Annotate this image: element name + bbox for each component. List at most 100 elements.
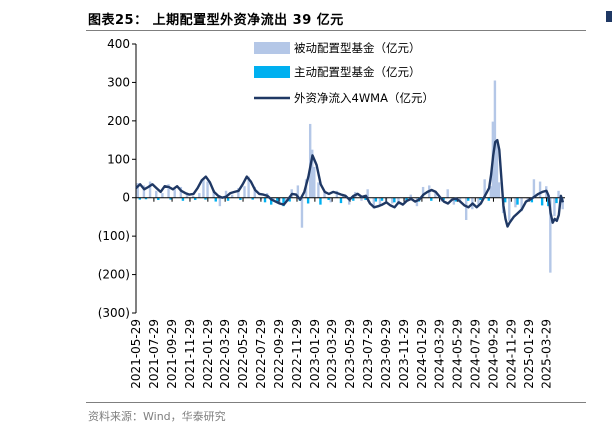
x-tick-label: 2021-09-29 (165, 319, 179, 389)
passive-fund-bar (360, 197, 363, 201)
passive-fund-bar (335, 190, 339, 198)
passive-fund-bar (167, 184, 170, 198)
active-fund-bar (194, 197, 197, 201)
passive-fund-bar (477, 197, 480, 205)
passive-fund-bar (185, 194, 189, 198)
active-fund-bar (555, 197, 558, 204)
edge-mark (606, 11, 612, 22)
legend-swatch-passive (254, 42, 290, 54)
passive-fund-bar (549, 197, 552, 273)
passive-fund-bar (253, 186, 256, 198)
passive-fund-bar (489, 186, 493, 198)
x-tick-label: 2023-01-29 (308, 319, 322, 389)
legend-label-passive: 被动配置型基金（亿元） (294, 41, 421, 55)
passive-fund-bar (218, 197, 222, 207)
title-rule (86, 30, 586, 31)
active-fund-bar (226, 197, 230, 201)
y-tick-label: (200) (98, 268, 130, 282)
passive-fund-bar (561, 197, 564, 210)
active-fund-bar (479, 197, 482, 201)
active-fund-bar (503, 197, 507, 203)
chart-title: 图表25： 上期配置型外资净流出 39 亿元 (88, 13, 344, 28)
active-fund-bar (282, 197, 285, 207)
passive-fund-bar (179, 186, 183, 198)
passive-fund-bar (202, 178, 205, 198)
passive-fund-bar (142, 185, 146, 198)
passive-fund-bar (497, 182, 501, 198)
x-tick-label: 2023-09-29 (379, 319, 393, 389)
y-tick-label: 400 (107, 37, 130, 51)
active-fund-bar (405, 197, 408, 201)
passive-fund-bar (317, 182, 320, 198)
active-fund-bar (251, 197, 254, 200)
passive-fund-bar (237, 188, 240, 198)
passive-fund-bar (161, 193, 164, 198)
y-tick-label: 300 (107, 75, 130, 89)
active-fund-bar (352, 197, 355, 201)
active-fund-bar (442, 197, 445, 201)
passive-fund-bar (452, 197, 456, 205)
active-fund-bar (276, 197, 279, 203)
x-tick-label: 2022-09-29 (272, 319, 286, 389)
passive-fund-bar (313, 166, 316, 198)
y-tick-label: (100) (98, 229, 130, 243)
active-fund-bar (214, 197, 217, 202)
y-tick-label: 0 (122, 191, 130, 205)
x-tick-label: 2022-03-29 (218, 319, 232, 389)
passive-fund-bar (495, 140, 499, 198)
passive-fund-bar (372, 197, 376, 209)
y-tick-label: 200 (107, 114, 130, 128)
active-fund-bar (288, 197, 291, 202)
passive-fund-bar (191, 195, 195, 198)
passive-fund-bar (136, 183, 139, 198)
passive-fund-bar (173, 189, 176, 198)
x-tick-label: 2024-03-29 (432, 319, 446, 389)
active-fund-bar (540, 197, 544, 206)
passive-fund-bar (155, 190, 158, 198)
passive-fund-bar (514, 197, 517, 208)
passive-fund-bar (148, 181, 152, 198)
x-tick-label: 2024-09-29 (486, 319, 500, 389)
x-tick-label: 2023-03-29 (325, 319, 339, 389)
passive-fund-bar (493, 80, 497, 198)
passive-fund-bar (347, 197, 351, 205)
passive-fund-bar (464, 197, 468, 221)
inflow-4wma-line (135, 138, 565, 228)
active-fund-bar (393, 197, 396, 203)
passive-fund-bar (212, 190, 215, 198)
passive-fund-bar (247, 176, 250, 198)
x-tick-label: 2023-11-29 (397, 319, 411, 389)
passive-fund-bar (532, 179, 536, 198)
passive-fund-bar (508, 197, 511, 221)
x-tick-label: 2023-07-29 (361, 319, 375, 389)
passive-fund-bar (329, 197, 332, 203)
passive-fund-bar (403, 197, 406, 202)
active-fund-bar (138, 197, 142, 200)
x-tick-label: 2025-03-29 (540, 319, 554, 389)
passive-fund-bar (520, 197, 523, 212)
active-fund-bar (181, 197, 185, 201)
passive-fund-bar (366, 189, 369, 198)
x-tick-label: 2021-07-29 (147, 319, 161, 389)
passive-fund-bar (434, 193, 437, 198)
passive-fund-bar (206, 181, 209, 198)
active-fund-bar (144, 197, 148, 200)
active-fund-bar (269, 197, 273, 205)
x-tick-label: 2021-05-29 (129, 319, 143, 389)
active-fund-bar (516, 197, 519, 205)
active-fund-bar (467, 197, 470, 201)
active-fund-bar (306, 197, 310, 204)
active-fund-bar (204, 197, 207, 200)
active-fund-bar (319, 197, 322, 205)
passive-fund-bar (243, 186, 246, 198)
active-fund-bar (364, 197, 367, 201)
legend-swatch-active (254, 66, 290, 78)
legend-label-active: 主动配置型基金（亿元） (294, 65, 421, 79)
active-fund-bar (239, 197, 242, 201)
x-tick-label: 2022-07-29 (254, 319, 268, 389)
passive-fund-bar (446, 189, 449, 198)
passive-fund-bar (308, 123, 312, 198)
passive-fund-bar (391, 197, 394, 204)
y-tick-label: 100 (107, 152, 130, 166)
